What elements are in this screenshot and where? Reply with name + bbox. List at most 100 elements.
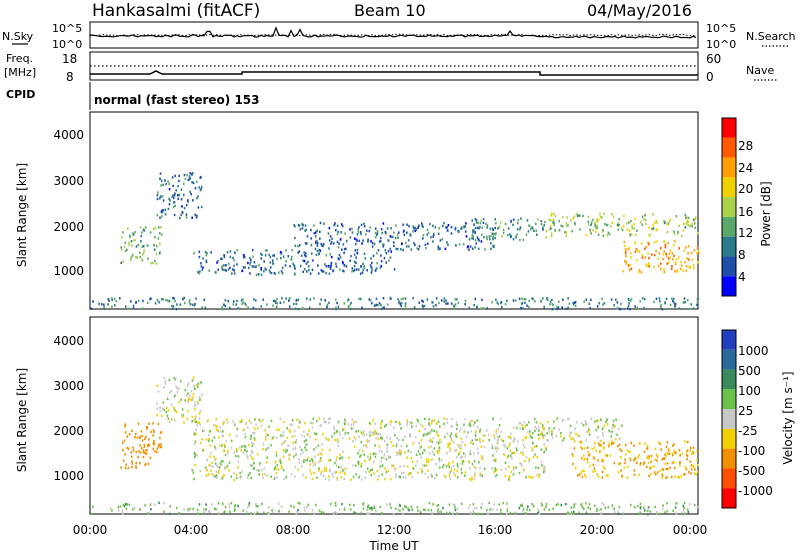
power-cell — [385, 252, 388, 255]
power-cell — [327, 264, 330, 268]
power-cell — [629, 234, 631, 237]
velocity-cell — [203, 507, 205, 511]
velocity-cell — [270, 419, 273, 423]
power-cell — [263, 270, 265, 273]
power-cell — [610, 212, 613, 216]
power-cell — [566, 216, 569, 219]
velocity-cell — [679, 454, 681, 457]
velocity-cell — [505, 512, 508, 515]
power-cell — [307, 265, 310, 268]
power-cell — [274, 300, 276, 303]
power-cell — [349, 259, 351, 262]
power-cell — [142, 245, 145, 248]
power-cell — [590, 232, 592, 235]
power-cell — [223, 303, 225, 306]
power-cell — [355, 261, 357, 265]
power-cell — [345, 239, 348, 243]
velocity-cell — [390, 420, 393, 423]
velocity-cell — [597, 436, 599, 439]
velocity-cell — [279, 460, 282, 463]
velocity-cell — [406, 419, 409, 422]
power-cell — [385, 232, 387, 235]
power-cell — [129, 258, 132, 262]
velocity-cbar-swatch — [722, 349, 736, 370]
power-cell — [178, 179, 180, 183]
power-cell — [103, 305, 105, 308]
power-cell — [263, 260, 265, 263]
velocity-cell — [320, 470, 323, 474]
velocity-cell — [616, 433, 618, 437]
velocity-cbar-tick-25: 25 — [738, 404, 753, 418]
velocity-cell — [216, 425, 218, 428]
velocity-cell — [117, 509, 120, 512]
power-cell — [432, 240, 434, 243]
n-sky-label: N.Sky — [2, 30, 34, 43]
velocity-cell — [583, 469, 585, 473]
velocity-cell — [661, 507, 664, 510]
power-cell — [232, 256, 234, 260]
velocity-cell — [530, 435, 532, 438]
velocity-cell — [194, 417, 197, 420]
velocity-cell — [380, 421, 383, 425]
velocity-cell — [593, 457, 596, 460]
velocity-cell — [222, 434, 225, 438]
power-cell — [363, 266, 366, 270]
velocity-cell — [367, 504, 370, 507]
nave-tick-top: 60 — [706, 52, 721, 66]
velocity-cell — [144, 451, 147, 455]
power-cell — [327, 232, 330, 235]
velocity-cell — [386, 503, 388, 506]
velocity-cell — [473, 512, 475, 515]
velocity-cell — [571, 453, 574, 456]
velocity-cell — [424, 427, 426, 431]
power-cell — [111, 305, 113, 308]
velocity-cell — [159, 406, 161, 409]
velocity-cell — [192, 507, 194, 511]
power-cell — [135, 301, 137, 304]
power-cell — [305, 255, 307, 258]
velocity-cell — [352, 475, 355, 479]
velocity-cell — [450, 469, 453, 473]
velocity-cbar-tick-neg100: -100 — [738, 444, 765, 458]
velocity-cell — [482, 434, 485, 437]
velocity-cell — [261, 476, 264, 479]
velocity-cell — [252, 431, 254, 435]
velocity-cell — [152, 422, 154, 425]
power-cell — [248, 266, 250, 270]
velocity-cell — [342, 450, 344, 453]
velocity-cell — [213, 474, 215, 477]
power-cell — [141, 245, 143, 248]
velocity-cell — [256, 453, 259, 456]
velocity-cell — [497, 447, 500, 450]
velocity-cell — [521, 424, 523, 427]
velocity-cell — [475, 430, 477, 433]
power-cell — [107, 298, 110, 301]
velocity-cell — [536, 456, 539, 459]
velocity-cell — [524, 459, 526, 463]
velocity-cell — [194, 387, 196, 390]
power-cell — [187, 200, 189, 203]
velocity-cell — [435, 473, 438, 476]
power-cell — [334, 222, 336, 225]
velocity-cell — [639, 463, 641, 467]
velocity-cell — [595, 509, 598, 513]
velocity-cell — [531, 436, 533, 439]
power-cell — [343, 251, 345, 254]
velocity-cell — [318, 417, 320, 420]
velocity-cell — [647, 506, 650, 509]
velocity-cell — [611, 442, 614, 445]
power-cell — [517, 222, 519, 225]
velocity-cell — [470, 478, 473, 482]
velocity-cell — [460, 444, 462, 447]
power-cell — [232, 268, 234, 271]
power-cell — [328, 265, 331, 269]
power-cell — [403, 229, 405, 232]
power-cell — [673, 240, 676, 243]
velocity-cell — [459, 427, 462, 431]
power-cell — [682, 269, 684, 272]
velocity-cell — [410, 421, 413, 425]
power-cell — [196, 214, 198, 218]
velocity-cell — [333, 426, 335, 429]
velocity-cell — [541, 424, 544, 427]
velocity-cell — [353, 445, 356, 448]
